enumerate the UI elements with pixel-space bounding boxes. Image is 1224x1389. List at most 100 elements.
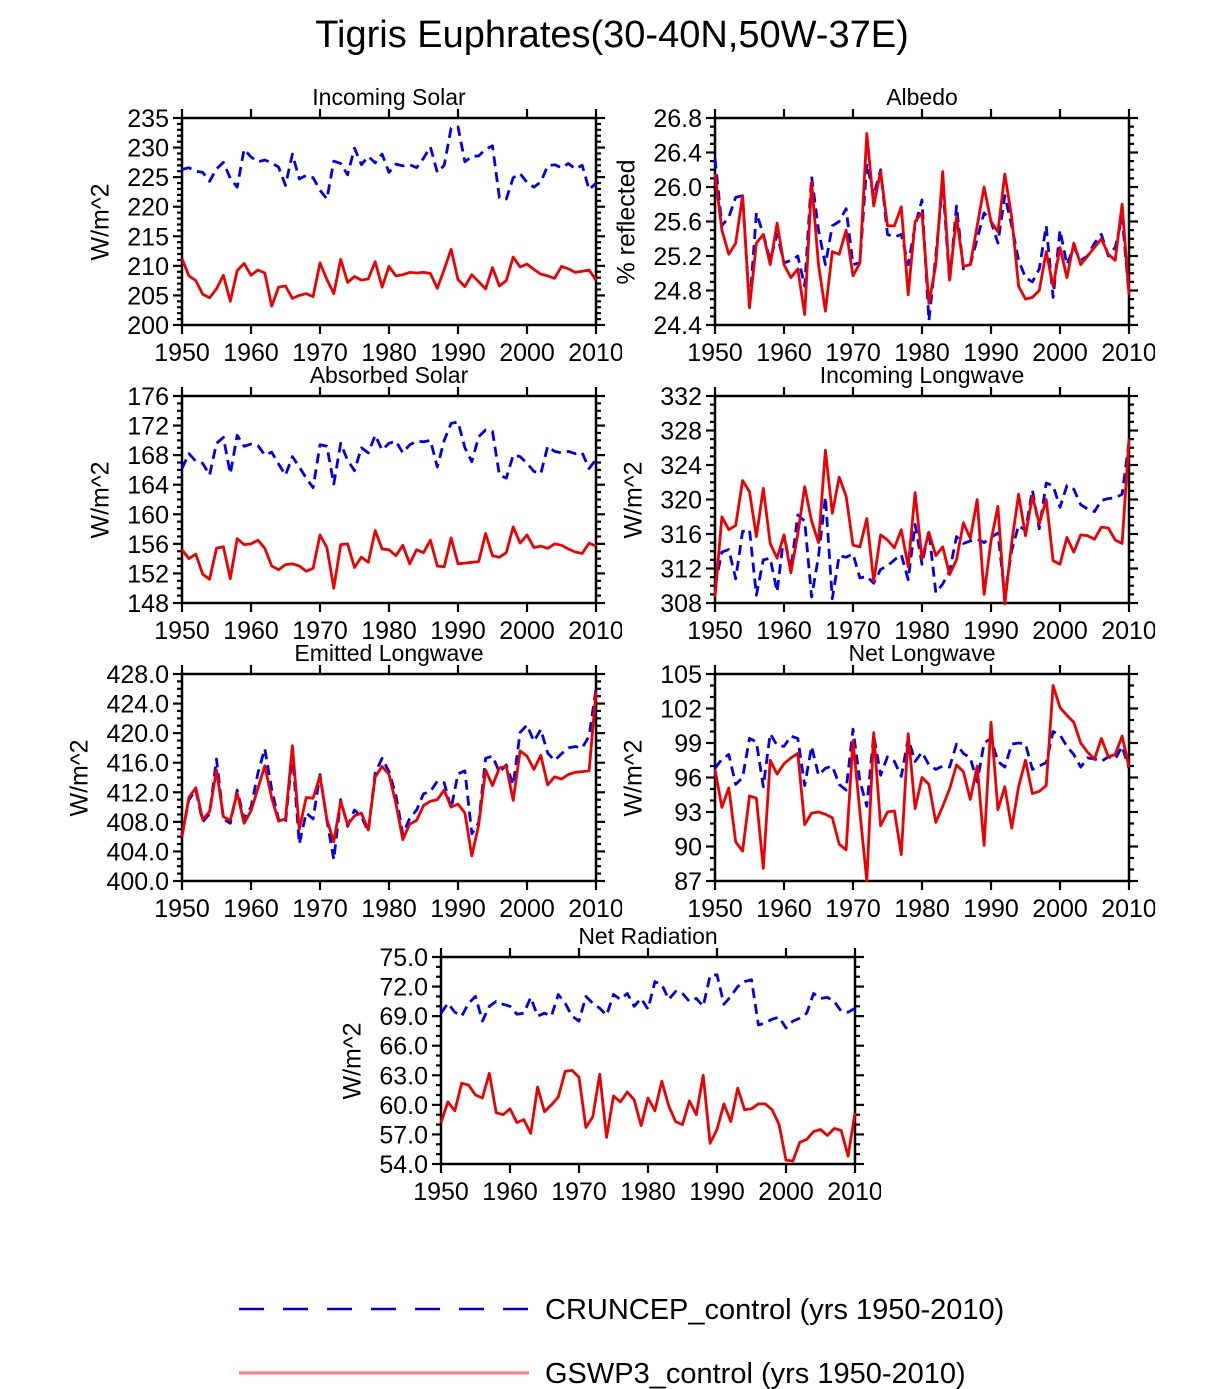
y-tick-label: 60.0 (379, 1092, 428, 1120)
panel-title-incoming_longwave: Incoming Longwave (819, 362, 1025, 388)
x-axis-labels: 1950 1960 1970 1980 1990 2000 2010 (687, 617, 1155, 645)
plot-frame (180, 394, 598, 605)
y-tick-label: 416.0 (106, 750, 169, 778)
y-tick-label: 168 (127, 442, 169, 470)
y-tick-label: 99 (674, 730, 702, 758)
y-tick-label: 164 (127, 472, 169, 500)
y-tick-label: 24.8 (653, 278, 702, 306)
y-tick-label: 176 (127, 383, 169, 411)
x-tick-label: 1980 (894, 339, 950, 367)
y-tick-label: 24.4 (653, 312, 702, 340)
y-axis-ticks (173, 394, 605, 605)
figure-title: Tigris Euphrates(30-40N,50W-37E) (315, 14, 909, 56)
x-tick-label: 1950 (687, 339, 743, 367)
x-tick-label: 1970 (825, 617, 881, 645)
emitted_longwave-chart: 1950 1960 1970 1980 1990 2000 2010 400.0404.040… (106, 661, 622, 923)
x-tick-label: 1990 (963, 339, 1019, 367)
x-tick-label: 1960 (482, 1178, 538, 1206)
y-tick-label: 172 (127, 413, 169, 441)
y-tick-label: 428.0 (106, 661, 169, 689)
series-gswp3_control-line (439, 1069, 857, 1163)
x-tick-label: 1980 (894, 895, 950, 923)
x-tick-label: 1960 (756, 339, 812, 367)
x-tick-label: 1950 (154, 339, 210, 367)
y-tick-label: 200 (127, 312, 169, 340)
plot-frame (180, 116, 598, 327)
y-axis-ticks (173, 672, 605, 883)
x-tick-label: 1960 (756, 617, 812, 645)
y-tick-label: 75.0 (379, 944, 428, 972)
x-axis-ticks (180, 665, 598, 890)
y-tick-label: 57.0 (379, 1121, 428, 1149)
y-tick-label: 205 (127, 282, 169, 310)
net_longwave-chart: 1950 1960 1970 1980 1990 2000 2010 87 90 93 96 99 10… (660, 661, 1155, 923)
x-tick-label: 2010 (568, 895, 622, 923)
x-tick-label: 1950 (413, 1178, 469, 1206)
series-cruncep_control-line (181, 125, 597, 201)
legend-line-gswp3 (239, 1371, 529, 1375)
x-tick-label: 1960 (223, 339, 279, 367)
absorbed_solar-chart: 1950 1960 1970 1980 1990 2000 2010 148152156160… (127, 383, 622, 645)
x-axis-labels: 1950 1960 1970 1980 1990 2000 2010 (154, 339, 622, 367)
incoming_longwave-chart: 1950 1960 1970 1980 1990 2000 2010 308 312 316 320… (660, 383, 1155, 645)
y-tick-label: 215 (127, 223, 169, 251)
y-tick-label: 93 (674, 799, 702, 827)
series-cruncep_control-line (713, 727, 1131, 808)
x-axis-ticks (713, 665, 1131, 890)
plot-frame (439, 955, 857, 1166)
x-tick-label: 1970 (292, 339, 348, 367)
x-tick-label: 2000 (758, 1178, 814, 1206)
y-axis-ticks (706, 116, 1138, 327)
y-tick-label: 26.4 (653, 140, 702, 168)
x-axis-labels: 1950 1960 1970 1980 1990 2000 2010 (687, 339, 1155, 367)
y-tick-label: 316 (660, 521, 702, 549)
x-tick-label: 1960 (223, 617, 279, 645)
legend-label-gswp3: GSWP3_control (yrs 1950-2010) (545, 1358, 966, 1389)
y-tick-label: 66.0 (379, 1033, 428, 1061)
x-tick-label: 2000 (499, 339, 555, 367)
x-tick-label: 2010 (1101, 617, 1155, 645)
y-tick-label: 230 (127, 135, 169, 163)
x-tick-label: 1980 (361, 895, 417, 923)
x-tick-label: 2000 (1032, 895, 1088, 923)
x-tick-label: 2000 (1032, 339, 1088, 367)
x-tick-label: 1980 (894, 617, 950, 645)
x-tick-label: 2010 (568, 339, 622, 367)
x-axis-ticks (713, 387, 1131, 612)
y-tick-label: 105 (660, 661, 702, 689)
x-axis-ticks (180, 109, 598, 334)
incoming_solar-chart: 1950 1960 1970 1980 1990 2000 2010 200205210215… (127, 105, 622, 367)
y-axis-title-emitted_longwave: W/m^2 (65, 738, 94, 817)
x-tick-label: 1950 (687, 895, 743, 923)
x-tick-label: 1990 (430, 895, 486, 923)
x-tick-label: 2010 (1101, 339, 1155, 367)
y-tick-label: 90 (674, 834, 702, 862)
panel-title-emitted_longwave: Emitted Longwave (294, 640, 484, 666)
series-cruncep_control-line (439, 973, 856, 1030)
y-tick-label: 54.0 (379, 1151, 428, 1179)
y-tick-label: 63.0 (379, 1062, 428, 1090)
y-tick-label: 148 (127, 590, 169, 618)
series-cruncep_control-line (713, 158, 1131, 323)
y-tick-label: 235 (127, 105, 169, 133)
y-tick-label: 210 (127, 253, 169, 281)
y-axis-ticks (432, 955, 864, 1166)
y-tick-label: 87 (674, 868, 702, 896)
x-tick-label: 1950 (154, 895, 210, 923)
series-gswp3_control-line (180, 525, 597, 590)
y-tick-label: 220 (127, 194, 169, 222)
x-tick-label: 1950 (687, 617, 743, 645)
panel-title-net_longwave: Net Longwave (848, 640, 996, 666)
y-axis-labels: 54.057.060.063.066.069.072.075.0 (379, 944, 428, 1179)
y-tick-label: 400.0 (106, 868, 169, 896)
y-tick-label: 25.2 (653, 243, 702, 271)
y-tick-label: 328 (660, 418, 702, 446)
series-gswp3_control-line (713, 684, 1131, 883)
y-tick-label: 424.0 (106, 691, 169, 719)
y-tick-label: 320 (660, 487, 702, 515)
legend-line-cruncep (239, 1307, 529, 1311)
y-tick-label: 26.8 (653, 105, 702, 133)
